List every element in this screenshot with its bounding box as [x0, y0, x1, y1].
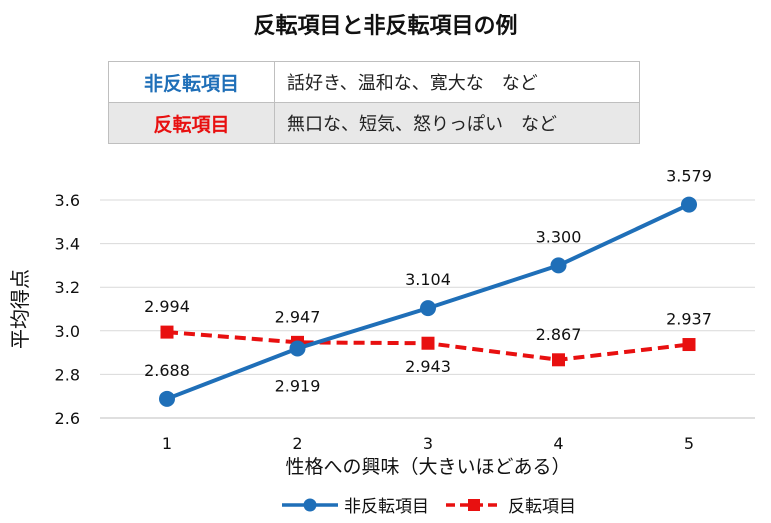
data-label: 3.104 [405, 270, 451, 289]
data-label: 2.867 [536, 325, 582, 344]
examples-reversed: 無口な、短気、怒りっぽい など [274, 102, 640, 144]
data-point [159, 390, 175, 407]
x-tick-labels: 1 2 3 4 5 [162, 434, 694, 453]
series-layer: 2.688 2.919 3.104 3.300 3.579 2.994 2.947 2.943… [144, 167, 712, 407]
y-tick-label: 2.6 [55, 409, 80, 428]
x-tick-label: 3 [423, 434, 433, 453]
data-point [550, 257, 567, 274]
y-tick-labels: 2.6 2.8 3.0 3.2 3.4 3.6 [55, 191, 80, 428]
legend-marker-non-reversed [303, 498, 317, 512]
data-point [552, 353, 565, 367]
examples-non-reversed: 話好き、温和な、寛大な など [274, 61, 640, 103]
example-table: 非反転項目 話好き、温和な、寛大な など 反転項目 無口な、短気、怒りっぽい な… [108, 61, 640, 144]
data-point [289, 340, 306, 357]
data-label: 2.688 [144, 361, 190, 380]
data-label: 3.300 [536, 227, 582, 246]
data-point [682, 338, 696, 352]
legend-label-reversed: 反転項目 [508, 497, 576, 517]
x-tick-label: 2 [292, 434, 302, 453]
data-label: 2.937 [666, 310, 712, 329]
y-tick-label: 3.2 [55, 278, 80, 297]
legend-marker-reversed [468, 499, 480, 511]
category-reversed: 反転項目 [108, 102, 275, 144]
page-title: 反転項目と非反転項目の例 [253, 14, 518, 39]
table-row-reversed: 反転項目 無口な、短気、怒りっぽい など [108, 102, 640, 144]
data-point [681, 196, 697, 213]
data-label: 3.579 [666, 167, 712, 186]
y-tick-label: 3.6 [55, 191, 80, 210]
data-label: 2.919 [275, 376, 321, 395]
legend-label-non-reversed: 非反転項目 [344, 497, 429, 517]
data-point [420, 300, 436, 317]
x-tick-label: 1 [162, 434, 172, 453]
data-point [421, 336, 435, 350]
table-row-non-reversed: 非反転項目 話好き、温和な、寛大な など [108, 61, 640, 103]
legend: 非反転項目 反転項目 [282, 497, 576, 517]
y-tick-label: 2.8 [55, 365, 80, 384]
x-tick-label: 5 [684, 434, 694, 453]
x-axis-label: 性格への興味（大きいほどある） [285, 456, 570, 478]
data-label: 2.947 [275, 307, 321, 326]
x-tick-label: 4 [553, 434, 563, 453]
gridlines [100, 199, 755, 419]
data-label: 2.994 [144, 297, 190, 316]
y-tick-label: 3.4 [55, 235, 80, 254]
y-tick-label: 3.0 [55, 322, 80, 341]
data-label: 2.943 [405, 357, 451, 376]
y-axis-label: 平均得点 [8, 269, 32, 349]
category-non-reversed: 非反転項目 [108, 61, 275, 103]
data-point [160, 325, 174, 339]
